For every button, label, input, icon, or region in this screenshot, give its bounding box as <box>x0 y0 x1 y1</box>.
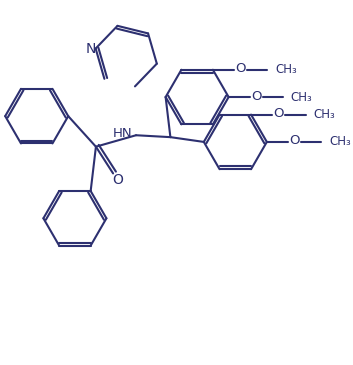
Text: N: N <box>86 42 96 55</box>
Text: HN: HN <box>113 127 132 140</box>
Text: O: O <box>251 89 262 103</box>
Text: CH₃: CH₃ <box>275 63 297 76</box>
Text: O: O <box>289 134 300 147</box>
Text: O: O <box>274 107 284 120</box>
Text: O: O <box>235 62 246 75</box>
Text: O: O <box>113 173 123 187</box>
Text: CH₃: CH₃ <box>291 91 312 104</box>
Text: CH₃: CH₃ <box>329 135 351 149</box>
Text: CH₃: CH₃ <box>313 108 335 121</box>
